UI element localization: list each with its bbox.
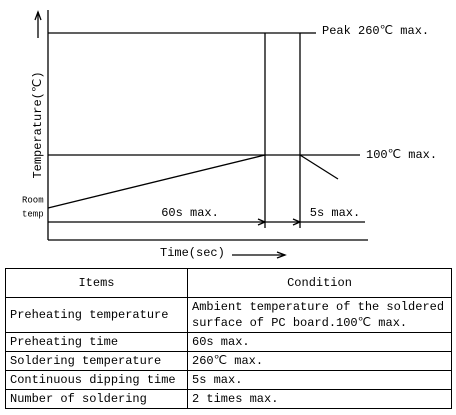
item-cell: Items [5,268,188,298]
ramp-line [47,154,266,209]
arrow-head [292,218,302,226]
item-cell: Preheating time [5,332,188,352]
condition-cell: 260℃ max. [187,351,452,371]
condition-cell: 2 times max. [187,389,452,409]
condition-cell: 5s max. [187,370,452,390]
table-row: Continuous dipping time 5s max. [5,370,452,390]
item-cell: Soldering temperature [5,351,188,371]
x-axis-label: Time(sec) [160,246,225,260]
room-temp-label: Room [22,195,44,205]
table-row: Number of soldering 2 times max. [5,389,452,409]
room-temp-label: temp [22,209,44,219]
y-axis-label: Temperature(℃) [31,71,45,178]
item-cell: Number of soldering [5,389,188,409]
header-row: Items Condition [5,268,452,298]
table-row: Preheating temperature Ambient temperatur… [5,297,452,333]
table-row: Soldering temperature 260℃ max. [5,351,452,371]
conditions-table: Items Condition Preheating temperature Ambi… [5,268,452,409]
y-arrow-head [34,10,42,21]
reflow-diagram: Temperature(℃) Peak 260℃ max. 100℃ max. … [22,10,437,260]
condition-cell: 60s max. [187,332,452,352]
preheat-label: 100℃ max. [366,148,437,162]
peak-label: Peak 260℃ max. [322,24,429,38]
condition-cell: Condition [187,268,452,298]
table-row: Preheating time 60s max. [5,332,452,352]
item-cell: Preheating temperature [5,297,188,333]
item-cell: Continuous dipping time [5,370,188,390]
preheat-time-label: 60s max. [161,206,219,220]
cooling-line [299,154,339,180]
condition-cell: Ambient temperature of the soldered surf… [187,297,452,333]
x-arrow-head [276,251,287,259]
dip-time-label: 5s max. [310,206,360,220]
